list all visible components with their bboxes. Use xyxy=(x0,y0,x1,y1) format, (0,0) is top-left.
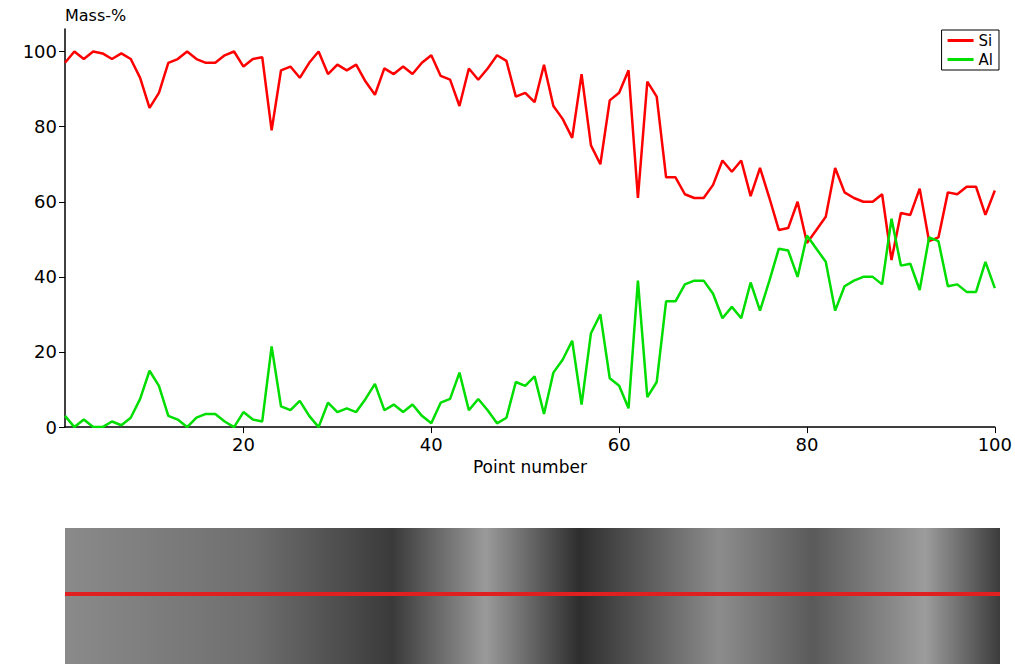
svg-text:Si: Si xyxy=(979,32,993,50)
svg-text:80: 80 xyxy=(796,434,819,455)
svg-text:40: 40 xyxy=(34,266,57,287)
svg-text:60: 60 xyxy=(34,191,57,212)
svg-text:20: 20 xyxy=(232,434,255,455)
svg-text:80: 80 xyxy=(34,116,57,137)
svg-text:60: 60 xyxy=(608,434,631,455)
svg-text:100: 100 xyxy=(978,434,1012,455)
svg-text:Mass-%: Mass-% xyxy=(65,6,126,25)
svg-text:40: 40 xyxy=(420,434,443,455)
svg-text:Point number: Point number xyxy=(473,457,587,477)
svg-text:20: 20 xyxy=(34,341,57,362)
svg-text:100: 100 xyxy=(23,41,57,62)
svg-text:0: 0 xyxy=(46,417,57,438)
svg-text:Al: Al xyxy=(979,51,993,69)
